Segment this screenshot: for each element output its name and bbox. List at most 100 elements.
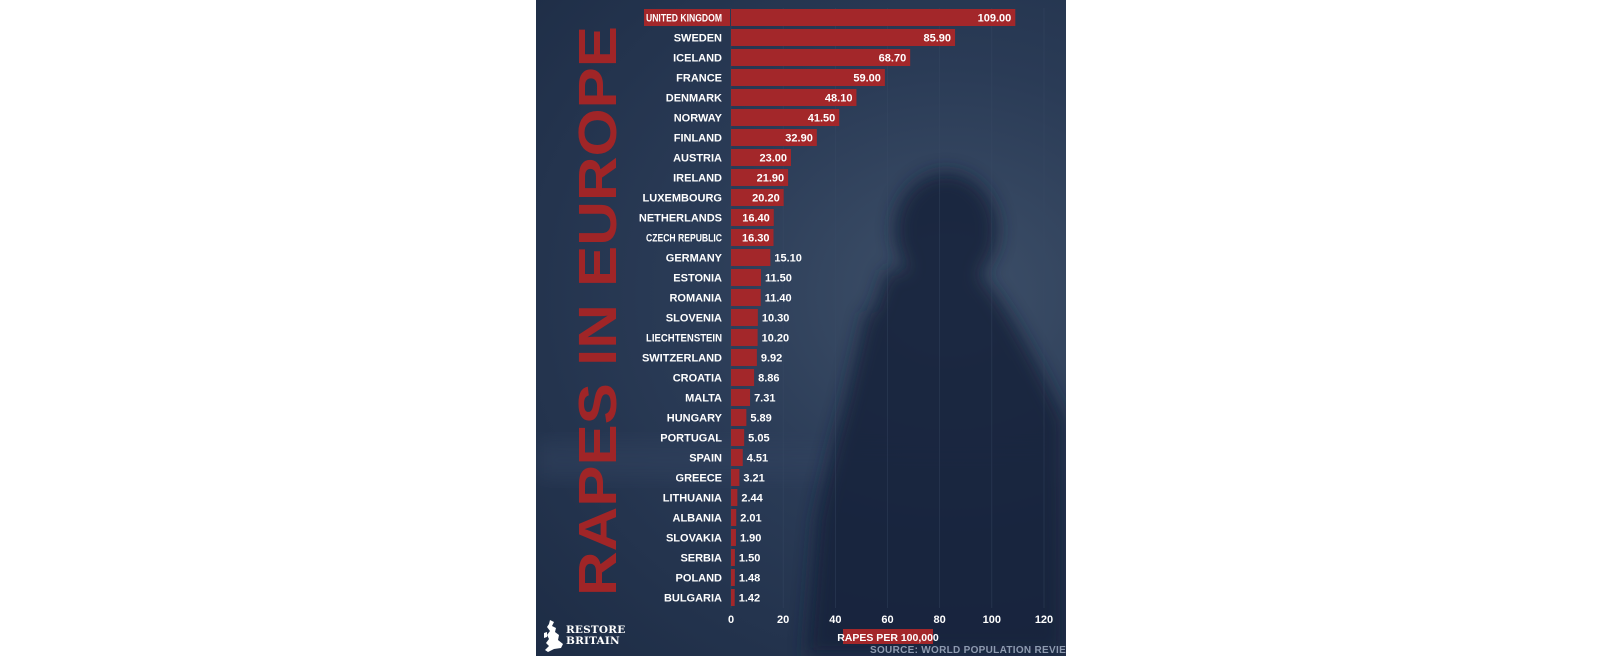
category-label: FINLAND — [674, 133, 722, 145]
category-label: GERMANY — [666, 253, 723, 265]
bar — [731, 109, 840, 126]
logo-text: RESTORE BRITAIN — [566, 625, 625, 647]
restore-britain-logo: RESTORE BRITAIN — [542, 618, 625, 654]
category-label: SERBIA — [680, 553, 722, 565]
value-label: 9.92 — [761, 353, 782, 365]
category-label: BULGARIA — [664, 593, 722, 605]
bar — [731, 349, 757, 366]
value-label: 16.30 — [742, 233, 770, 245]
value-label: 20.20 — [752, 193, 780, 205]
value-label: 16.40 — [742, 213, 770, 225]
value-label: 1.50 — [739, 553, 760, 565]
source-note: SOURCE: WORLD POPULATION REVIEW — [870, 645, 1066, 656]
bar — [731, 429, 745, 446]
value-label: 23.00 — [759, 153, 787, 165]
category-label: LITHUANIA — [663, 493, 722, 505]
bar — [731, 149, 791, 166]
value-label: 48.10 — [825, 93, 853, 105]
bar — [731, 289, 761, 306]
value-label: 1.90 — [740, 533, 761, 545]
category-label: SWITZERLAND — [642, 353, 722, 365]
category-label: AUSTRIA — [673, 153, 722, 165]
x-axis-ticks: 0 20 40 60 80 100 120 — [728, 614, 1053, 626]
bar — [731, 389, 751, 406]
x-tick-label: 120 — [1035, 614, 1053, 626]
category-label: CROATIA — [673, 373, 722, 385]
value-label: 4.51 — [747, 453, 768, 465]
bar — [731, 529, 736, 546]
x-axis-label: RAPES PER 100,000 — [837, 632, 939, 644]
bar — [731, 309, 758, 326]
bar — [731, 469, 740, 486]
category-label: LUXEMBOURG — [643, 193, 722, 205]
category-label: GREECE — [676, 473, 722, 485]
value-label: 3.21 — [743, 473, 764, 485]
value-label: 21.90 — [757, 173, 785, 185]
chart-title: RAPES IN EUROPE — [578, 26, 626, 596]
bar — [731, 589, 735, 606]
category-label: UNITED KINGDOM — [646, 13, 722, 25]
category-label: DENMARK — [666, 93, 722, 105]
bar — [731, 9, 1016, 26]
value-label: 85.90 — [924, 33, 952, 45]
value-label: 8.86 — [758, 373, 779, 385]
value-label: 7.31 — [754, 393, 775, 405]
value-label: 2.44 — [741, 493, 763, 505]
bar — [731, 69, 885, 86]
bar — [731, 409, 747, 426]
logo-line-1: RESTORE — [566, 624, 626, 636]
category-label: FRANCE — [676, 73, 722, 85]
category-label: SWEDEN — [674, 33, 722, 45]
bar — [731, 209, 774, 226]
category-label: SLOVAKIA — [666, 533, 722, 545]
bar — [731, 449, 743, 466]
x-tick-label: 20 — [777, 614, 789, 626]
value-label: 32.90 — [785, 133, 813, 145]
value-label: 1.48 — [739, 573, 760, 585]
category-label-highlight — [644, 9, 730, 26]
bar — [731, 269, 761, 286]
bar — [731, 129, 817, 146]
logo-line-2: BRITAIN — [566, 635, 620, 647]
category-label: ESTONIA — [673, 273, 722, 285]
value-label: 11.40 — [765, 293, 792, 305]
category-label: MALTA — [685, 393, 722, 405]
infographic-panel: RAPES IN EUROPE UNITED KINGDOM SWEDEN ICEL… — [536, 0, 1066, 656]
category-label: PORTUGAL — [660, 433, 722, 445]
value-label: 59.00 — [853, 73, 881, 85]
value-label: 68.70 — [879, 53, 907, 65]
bar — [731, 89, 857, 106]
bar — [731, 549, 735, 566]
gridlines — [730, 8, 1045, 608]
value-label: 5.89 — [750, 413, 771, 425]
bar — [731, 49, 911, 66]
category-label: SPAIN — [689, 453, 722, 465]
category-label: LIECHTENSTEIN — [646, 333, 722, 345]
x-axis-label-background — [843, 629, 933, 644]
value-label: 10.20 — [762, 333, 790, 345]
x-tick-label: 40 — [829, 614, 841, 626]
bars — [731, 9, 1016, 606]
x-tick-label: 80 — [934, 614, 946, 626]
x-tick-label: 100 — [983, 614, 1001, 626]
bar — [731, 509, 737, 526]
value-label: 1.42 — [739, 593, 760, 605]
bar-chart: UNITED KINGDOM SWEDEN ICELAND FRANCE DENMARK… — [639, 8, 1053, 644]
bar — [731, 29, 956, 46]
bar — [731, 489, 738, 506]
category-label: HUNGARY — [667, 413, 723, 425]
category-label: NETHERLANDS — [639, 213, 722, 225]
bar — [731, 169, 789, 186]
category-label: SLOVENIA — [666, 313, 722, 325]
x-tick-label: 0 — [728, 614, 734, 626]
value-label: 11.50 — [765, 273, 792, 285]
value-label: 109.00 — [978, 13, 1012, 25]
chart-title-text: RAPES IN EUROPE — [578, 26, 626, 596]
bar — [731, 329, 758, 346]
bar — [731, 189, 784, 206]
value-label: 5.05 — [748, 433, 769, 445]
bar — [731, 369, 755, 386]
x-tick-label: 60 — [881, 614, 893, 626]
category-label: POLAND — [676, 573, 723, 585]
